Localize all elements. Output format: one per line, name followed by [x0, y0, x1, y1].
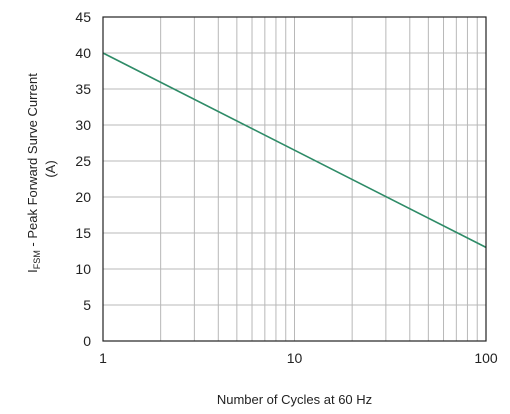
plot-frame	[102, 16, 487, 342]
y-axis-title-symbol: I	[25, 269, 40, 273]
y-tick-label: 20	[75, 189, 91, 205]
x-tick-label: 10	[287, 350, 303, 366]
y-tick-label: 0	[83, 333, 91, 349]
y-tick-label: 35	[75, 81, 91, 97]
y-tick-label: 10	[75, 261, 91, 277]
grid	[103, 17, 486, 341]
x-tick-labels: 1 10 100	[99, 350, 498, 366]
y-tick-labels: 0 5 10 15 20 25 30 35 40 45	[75, 9, 91, 349]
y-axis-title-line1: IFSM - Peak Forward Surve Current	[25, 73, 42, 273]
y-axis-title-line2: (A)	[43, 160, 58, 177]
y-tick-label: 5	[83, 297, 91, 313]
x-tick-label: 1	[99, 350, 107, 366]
y-tick-label: 15	[75, 225, 91, 241]
y-axis-title-subscript: FSM	[32, 250, 42, 269]
x-tick-label: 100	[474, 350, 498, 366]
y-tick-label: 45	[75, 9, 91, 25]
y-tick-label: 40	[75, 45, 91, 61]
y-tick-label: 25	[75, 153, 91, 169]
series	[102, 52, 487, 249]
y-tick-label: 30	[75, 117, 91, 133]
series-line	[102, 52, 487, 249]
y-axis-title-text: - Peak Forward Surve Current	[25, 73, 40, 250]
y-axis-title: IFSM - Peak Forward Surve Current (A)	[25, 73, 58, 273]
x-axis-title: Number of Cycles at 60 Hz	[217, 392, 372, 407]
